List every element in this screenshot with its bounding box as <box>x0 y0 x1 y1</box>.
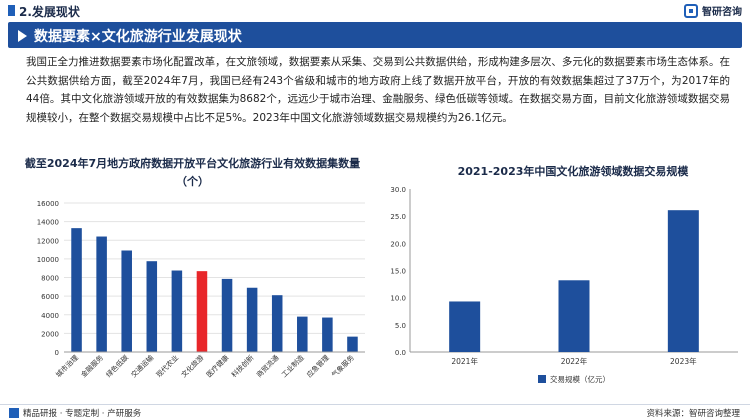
chart2-y-tick-label: 10.0 <box>390 295 406 303</box>
chart1-bar <box>322 317 333 352</box>
logo-text: 智研咨询 <box>702 7 742 18</box>
chart1-y-tick-label: 0 <box>55 349 59 357</box>
chart1-title: 截至2024年7月地方政府数据开放平台文化旅游行业有效数据集数量（个） <box>24 157 361 188</box>
body-paragraph: 我国正全力推进数据要素市场化配置改革，在文旅领域，数据要素从采集、交易到公共数据… <box>26 56 730 124</box>
chart2-y-tick-label: 20.0 <box>390 240 406 248</box>
chart1-bar <box>221 278 233 352</box>
chart1-y-tick-label: 14000 <box>37 219 59 227</box>
chart2-legend-label: 交易规模（亿元） <box>550 374 610 384</box>
chart2-x-tick-label: 2021年 <box>451 356 478 366</box>
chart2-y-tick-label: 0.0 <box>395 349 406 357</box>
chart2-y-tick-label: 5.0 <box>395 322 406 330</box>
footer-source-text: 资料来源：智研咨询整理 <box>646 409 740 419</box>
chart2-title: 2021-2023年中国文化旅游领域数据交易规模 <box>457 165 689 178</box>
chart2-y-tick-label: 25.0 <box>390 213 406 221</box>
chart1-bar <box>196 271 208 352</box>
chart1-bar <box>121 250 132 352</box>
chart1-y-tick-label: 2000 <box>41 330 59 338</box>
footer-icon <box>9 408 19 418</box>
triangle-icon <box>18 30 27 42</box>
title-banner: 数据要素×文化旅游行业发展现状 <box>8 22 742 48</box>
chart1-y-tick-label: 16000 <box>37 200 59 208</box>
section-marker <box>8 5 15 16</box>
chart2-y-tick-label: 30.0 <box>390 186 406 194</box>
footer-left-text: 精品研报 · 专题定制 · 产研服务 <box>23 409 142 419</box>
chart1-y-tick-label: 8000 <box>41 275 59 283</box>
chart2-legend-swatch <box>538 375 546 383</box>
chart1-bar <box>271 295 283 352</box>
brand-logo: 智研咨询 <box>684 3 742 18</box>
logo-icon <box>684 3 698 18</box>
chart1-bar <box>96 236 107 352</box>
footer: 精品研报 · 专题定制 · 产研服务 资料来源：智研咨询整理 <box>0 404 750 420</box>
chart1-bar <box>171 270 183 352</box>
section-title: 2.发展现状 <box>19 5 80 19</box>
chart2-bar <box>558 280 590 352</box>
chart2-bar <box>667 210 699 352</box>
chart1-y-tick-label: 12000 <box>37 237 59 245</box>
chart1-bar <box>71 228 82 352</box>
chart1-y-tick-label: 4000 <box>41 312 59 320</box>
chart2-x-tick-label: 2022年 <box>561 356 588 366</box>
chart1-bar <box>297 316 308 352</box>
chart1-bar <box>246 287 258 352</box>
chart1-y-tick-label: 10000 <box>37 256 59 264</box>
chart2-x-tick-label: 2023年 <box>670 356 697 366</box>
chart1-y-tick-label: 6000 <box>41 293 59 301</box>
chart1-bar <box>347 336 358 352</box>
top-bar: 2.发展现状 智研咨询 <box>0 0 750 22</box>
banner-title: 数据要素×文化旅游行业发展现状 <box>34 29 242 45</box>
chart1-bar <box>146 261 158 352</box>
chart2-bar <box>449 301 481 352</box>
chart2-y-tick-label: 15.0 <box>390 268 406 276</box>
